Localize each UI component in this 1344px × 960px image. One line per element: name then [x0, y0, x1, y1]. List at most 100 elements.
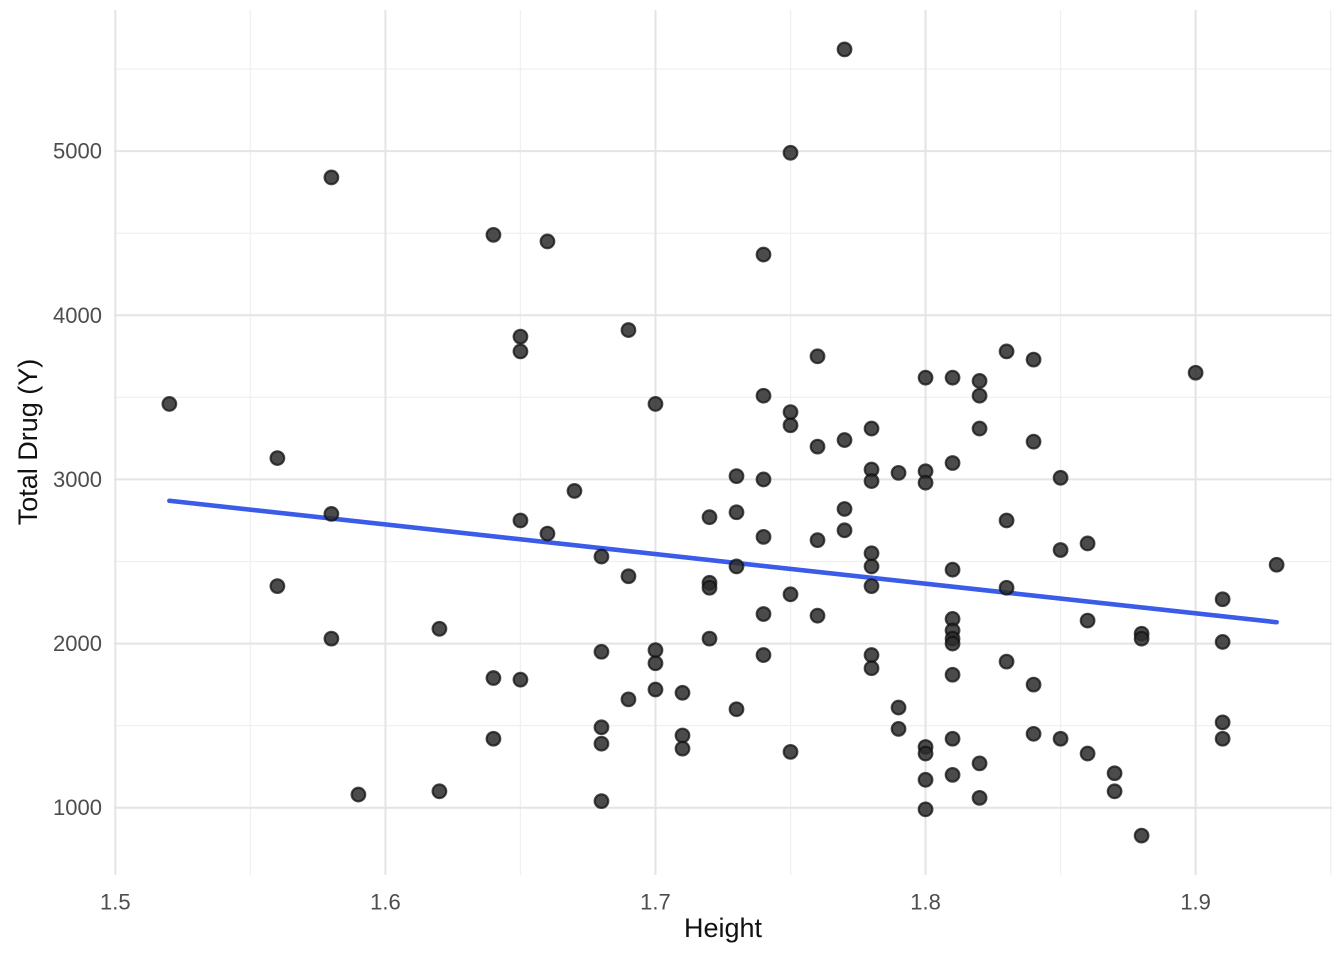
- data-point: [674, 727, 691, 744]
- x-tick-label: 1.7: [640, 890, 671, 915]
- data-point: [593, 735, 610, 752]
- data-point: [836, 522, 853, 539]
- data-point: [863, 420, 880, 437]
- data-point: [782, 586, 799, 603]
- y-tick-label: 3000: [53, 467, 102, 492]
- data-point: [269, 450, 286, 466]
- data-point: [1106, 765, 1123, 782]
- data-point: [917, 745, 934, 762]
- x-axis-title: Height: [683, 913, 763, 943]
- data-point: [944, 369, 961, 386]
- data-point: [809, 607, 826, 624]
- data-point: [755, 471, 772, 488]
- data-point: [539, 233, 556, 250]
- data-point: [809, 348, 826, 365]
- data-point: [1214, 714, 1231, 731]
- x-tick-label: 1.8: [910, 890, 941, 915]
- y-axis-title: Total Drug (Y): [13, 358, 43, 526]
- data-point: [701, 579, 718, 596]
- data-point: [512, 328, 529, 345]
- data-point: [1214, 591, 1231, 608]
- data-point: [485, 226, 502, 243]
- data-point: [431, 620, 448, 637]
- data-point: [755, 246, 772, 263]
- data-point: [917, 474, 934, 491]
- data-point: [323, 630, 340, 647]
- data-point: [1187, 364, 1204, 381]
- y-tick-label: 1000: [53, 795, 102, 820]
- data-point: [512, 512, 529, 529]
- x-tick-label: 1.5: [100, 890, 131, 915]
- data-point: [539, 525, 556, 542]
- data-point: [1079, 745, 1096, 762]
- data-point: [1079, 612, 1096, 629]
- data-point: [755, 387, 772, 404]
- data-point: [809, 438, 826, 455]
- data-point: [890, 699, 907, 716]
- data-point: [485, 730, 502, 747]
- data-point: [782, 404, 799, 421]
- data-point: [971, 387, 988, 404]
- data-point: [512, 343, 529, 360]
- data-point: [998, 343, 1015, 360]
- data-point: [917, 771, 934, 788]
- data-point: [728, 558, 745, 575]
- data-point: [755, 647, 772, 663]
- data-point: [728, 701, 745, 718]
- data-point: [863, 558, 880, 575]
- data-point: [1133, 827, 1150, 844]
- data-point: [728, 468, 745, 485]
- data-point: [782, 417, 799, 434]
- data-point: [836, 41, 853, 58]
- data-point: [674, 740, 691, 757]
- data-point: [944, 666, 961, 683]
- data-point: [1025, 725, 1042, 742]
- data-point: [1106, 783, 1123, 800]
- data-point: [782, 144, 799, 161]
- data-point: [647, 396, 664, 412]
- data-point: [620, 568, 637, 585]
- data-point: [647, 642, 664, 659]
- data-point: [647, 655, 664, 672]
- data-point: [1052, 730, 1069, 747]
- data-point: [1079, 535, 1096, 552]
- regression-line: [167, 498, 1279, 625]
- data-point: [728, 504, 745, 521]
- data-point: [836, 501, 853, 517]
- data-point: [1025, 676, 1042, 693]
- data-point: [917, 369, 934, 386]
- data-point: [620, 322, 637, 338]
- data-point: [863, 473, 880, 489]
- data-point: [863, 578, 880, 595]
- data-point: [593, 643, 610, 660]
- data-point: [944, 635, 961, 652]
- data-point: [485, 670, 502, 686]
- y-tick-label: 2000: [53, 631, 102, 656]
- data-point: [1133, 630, 1150, 647]
- data-point: [971, 420, 988, 437]
- data-point: [998, 653, 1015, 670]
- data-point: [593, 548, 610, 565]
- data-point: [890, 464, 907, 481]
- data-point: [323, 169, 340, 186]
- data-point: [836, 432, 853, 448]
- data-point: [809, 532, 826, 549]
- data-point: [593, 793, 610, 810]
- data-point: [755, 528, 772, 545]
- data-point: [1052, 542, 1069, 558]
- x-tick-label: 1.9: [1180, 890, 1211, 915]
- data-point: [1268, 556, 1285, 573]
- y-tick-label: 5000: [53, 139, 102, 164]
- data-point: [944, 730, 961, 747]
- data-point: [890, 721, 907, 737]
- data-point: [944, 455, 961, 471]
- data-point: [161, 396, 178, 412]
- y-tick-label: 4000: [53, 303, 102, 328]
- data-point: [863, 647, 880, 663]
- data-point: [593, 719, 610, 736]
- data-point: [1025, 351, 1042, 368]
- data-point: [971, 755, 988, 772]
- data-point: [701, 630, 718, 647]
- data-point: [917, 801, 934, 818]
